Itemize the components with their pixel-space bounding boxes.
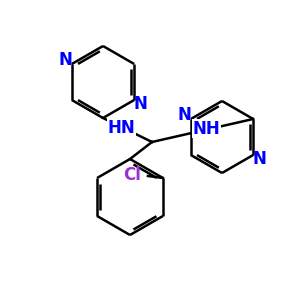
Text: NH: NH bbox=[193, 119, 220, 137]
Text: N: N bbox=[134, 94, 147, 112]
Text: N: N bbox=[59, 51, 73, 69]
Text: N: N bbox=[253, 150, 266, 168]
Text: Cl: Cl bbox=[123, 166, 141, 184]
Text: HN: HN bbox=[108, 119, 135, 137]
Text: N: N bbox=[178, 106, 191, 124]
